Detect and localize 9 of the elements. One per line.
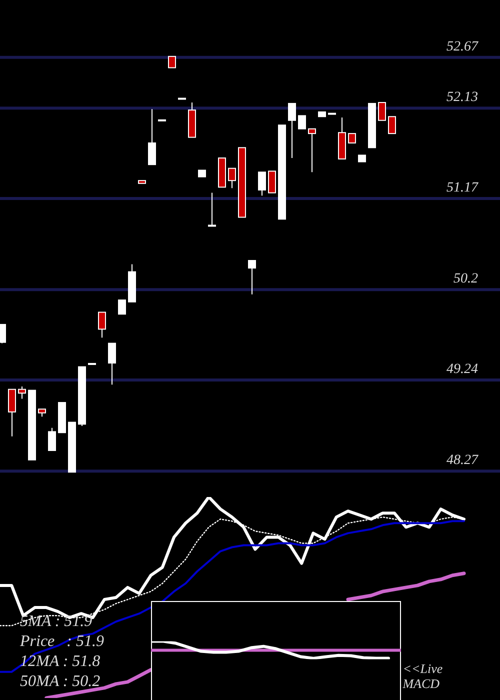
annotation: <<Live MACD	[402, 660, 444, 691]
annotation: 5MA : 51.9	[20, 613, 92, 631]
annotation: 50MA : 50.2	[20, 673, 100, 691]
y-tick-label: 48.27	[446, 453, 479, 468]
y-tick-label: 52.13	[446, 90, 478, 106]
y-tick-label: 49.24	[446, 362, 478, 377]
y-tick-label: 50.2	[454, 272, 478, 287]
y-tick-label: 52.67	[446, 39, 479, 54]
y-tick-label: 51.17	[446, 180, 479, 196]
